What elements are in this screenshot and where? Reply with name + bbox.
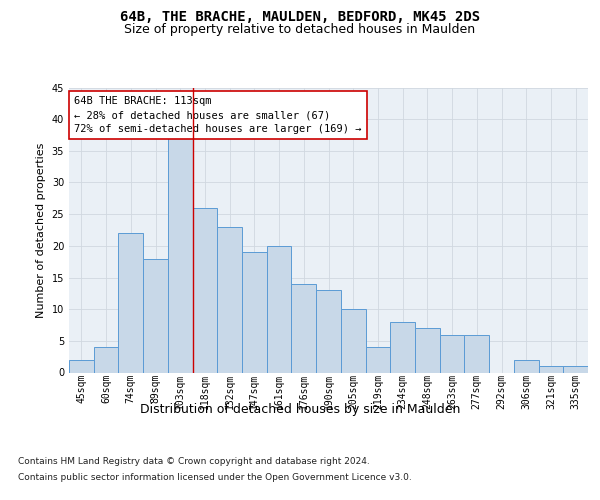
Bar [168,138,193,372]
Bar [316,290,341,372]
Bar [514,360,539,372]
Bar [415,328,440,372]
Text: Size of property relative to detached houses in Maulden: Size of property relative to detached ho… [124,22,476,36]
Bar [464,334,489,372]
Bar [390,322,415,372]
Text: 64B THE BRACHE: 113sqm
← 28% of detached houses are smaller (67)
72% of semi-det: 64B THE BRACHE: 113sqm ← 28% of detached… [74,96,362,134]
Bar [143,258,168,372]
Bar [69,360,94,372]
Bar [94,347,118,372]
Bar [267,246,292,372]
Bar [341,309,365,372]
Text: 64B, THE BRACHE, MAULDEN, BEDFORD, MK45 2DS: 64B, THE BRACHE, MAULDEN, BEDFORD, MK45 … [120,10,480,24]
Bar [193,208,217,372]
Bar [539,366,563,372]
Bar [440,334,464,372]
Bar [563,366,588,372]
Text: Contains public sector information licensed under the Open Government Licence v3: Contains public sector information licen… [18,472,412,482]
Bar [292,284,316,372]
Bar [217,227,242,372]
Bar [118,233,143,372]
Y-axis label: Number of detached properties: Number of detached properties [36,142,46,318]
Text: Contains HM Land Registry data © Crown copyright and database right 2024.: Contains HM Land Registry data © Crown c… [18,458,370,466]
Bar [242,252,267,372]
Bar [365,347,390,372]
Text: Distribution of detached houses by size in Maulden: Distribution of detached houses by size … [140,402,460,415]
